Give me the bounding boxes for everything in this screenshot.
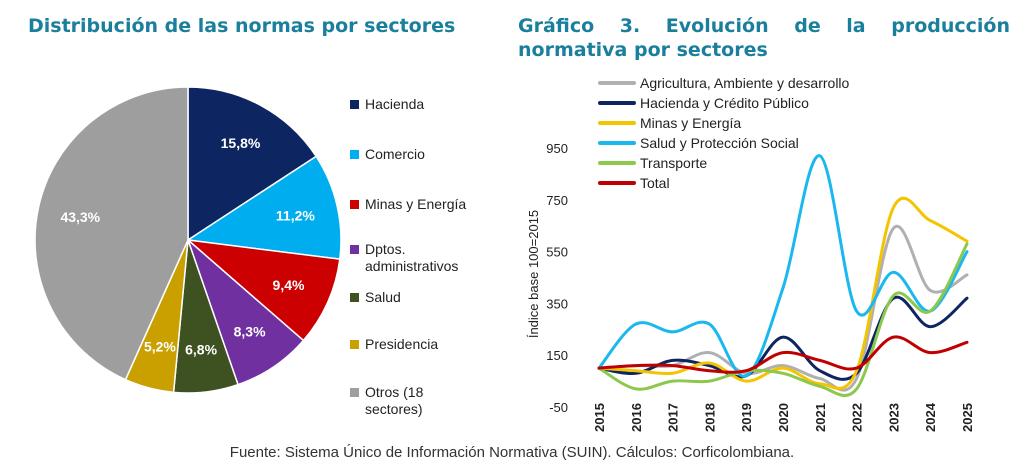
pie-slice-0	[187, 86, 318, 242]
y-tick-label-4: 750	[546, 193, 568, 208]
y-tick-label-2: 350	[546, 296, 568, 311]
source-note: Fuente: Sistema Único de Información Nor…	[229, 444, 795, 461]
series-line-3	[597, 154, 969, 378]
pie-legend-item-6: Otros (18 sectores)	[350, 384, 505, 418]
pie-slice-label-1: 11,2%	[276, 207, 315, 223]
pie-legend-label-2: Minas y Energía	[365, 196, 467, 212]
x-tick-label-3: 2018	[702, 403, 717, 432]
x-tick-label-2: 2017	[666, 403, 681, 432]
pie-legend-label-5: Presidencia	[365, 336, 439, 352]
pie-legend-item-3: Dptos. administrativos	[350, 241, 505, 275]
pie-slice-1	[185, 155, 342, 261]
x-tick-label-5: 2020	[776, 403, 791, 432]
pie-legend-swatch-2	[350, 200, 359, 209]
pie-legend-swatch-1	[350, 150, 359, 159]
pie-slice-label-6: 43,3%	[60, 209, 100, 225]
right-chart-title: Gráfico 3. Evolución de la producción no…	[518, 15, 1010, 61]
pie-legend-label-3: Dptos. administrativos	[365, 241, 459, 274]
y-tick-label-1: 150	[546, 348, 568, 363]
line-legend-label-3: Salud y Protección Social	[640, 135, 799, 151]
pie-legend-label-6: Otros (18 sectores)	[365, 384, 424, 417]
y-tick-label-0: -50	[549, 400, 568, 415]
series-line-2	[597, 196, 969, 390]
pie-legend-item-1: Comercio	[350, 146, 505, 163]
pie-legend-item-4: Salud	[350, 289, 505, 306]
x-tick-label-9: 2024	[923, 402, 938, 432]
pie-slice-label-5: 5,2%	[144, 339, 176, 355]
series-line-4	[597, 242, 969, 397]
left-chart-title: Distribución de las normas por sectores	[28, 15, 456, 37]
pie-slice-6	[34, 86, 189, 381]
y-tick-label-5: 950	[546, 141, 568, 156]
pie-slice-label-2: 9,4%	[273, 277, 305, 293]
pie-slice-2	[185, 238, 341, 342]
series-line-5	[597, 335, 969, 374]
y-tick-label-3: 550	[546, 245, 568, 260]
x-tick-label-1: 2016	[629, 403, 644, 432]
x-tick-label-4: 2019	[739, 403, 754, 432]
pie-legend-label-1: Comercio	[365, 146, 425, 162]
pie-legend-label-4: Salud	[365, 289, 401, 305]
pie-legend-item-5: Presidencia	[350, 336, 505, 353]
pie-legend-swatch-4	[350, 293, 359, 302]
line-chart: Índice base 100=2015 -50 150 350 550 750 950 20…	[526, 75, 975, 432]
pie-slice-label-3: 8,3%	[234, 323, 266, 339]
x-tick-label-8: 2023	[886, 403, 901, 432]
y-axis-label: Índice base 100=2015	[526, 210, 541, 338]
line-legend-label-2: Minas y Energía	[640, 115, 741, 131]
pie-legend-swatch-5	[350, 340, 359, 349]
x-tick-label-7: 2022	[850, 403, 865, 432]
pie-legend-item-0: Hacienda	[350, 96, 505, 113]
pie-legend-swatch-3	[350, 245, 359, 254]
pie-slice-label-4: 6,8%	[185, 341, 217, 357]
line-legend-label-1: Hacienda y Crédito Público	[640, 95, 809, 111]
line-legend-label-4: Transporte	[640, 155, 707, 171]
line-legend-label-0: Agricultura, Ambiente y desarrollo	[640, 75, 850, 91]
pie-legend-item-2: Minas y Energía	[350, 196, 505, 213]
x-tick-label-6: 2021	[813, 403, 828, 432]
pie-chart: 15,8% 11,2% 9,4% 8,3% 6,8% 5,2% 43,3%	[34, 86, 342, 394]
pie-slice-label-0: 15,8%	[221, 135, 261, 151]
x-tick-label-0: 2015	[592, 403, 607, 432]
series-line-1	[597, 295, 969, 381]
pie-legend-swatch-0	[350, 100, 359, 109]
pie-legend-swatch-6	[350, 388, 359, 397]
pie-legend-label-0: Hacienda	[365, 96, 425, 112]
line-legend-label-5: Total	[640, 175, 670, 191]
x-tick-label-10: 2025	[960, 403, 975, 432]
